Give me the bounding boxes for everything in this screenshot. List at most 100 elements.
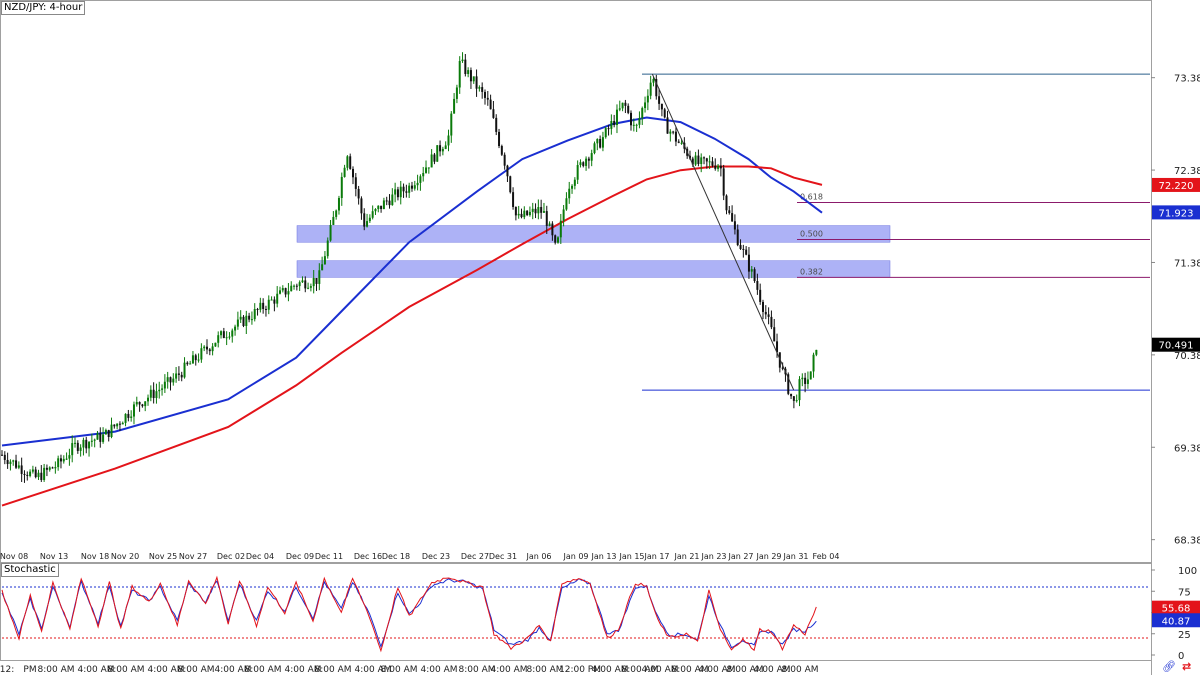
candle-body [506, 165, 509, 177]
candle-body [613, 121, 616, 126]
stochastic-pane [1, 575, 1150, 653]
ma-blue-value-bg [1152, 205, 1200, 220]
candle-body [6, 459, 9, 465]
candle-body [568, 188, 571, 199]
candle-body [222, 331, 225, 338]
candle-body [422, 172, 425, 177]
date-label: Nov 08 [0, 552, 28, 561]
candle-body [680, 142, 683, 144]
stoch-d-value-bg [1152, 613, 1200, 628]
candle-body [37, 472, 40, 478]
candle-body [632, 124, 635, 126]
candle-body [708, 161, 711, 163]
time-label: 8:00 AM [672, 665, 709, 675]
candle-body [500, 146, 503, 155]
candle-body [669, 131, 672, 134]
candle-body [767, 314, 770, 317]
candle-body [750, 269, 753, 272]
candle-body [781, 367, 784, 369]
candle-body [419, 176, 422, 183]
candle-body [624, 102, 627, 106]
scale-link-icon[interactable]: 🔗︎ [1162, 660, 1176, 673]
candle-body [172, 378, 175, 383]
date-label: Dec 23 [422, 552, 450, 561]
ma-blue-value: 71.923 [1159, 208, 1194, 219]
date-label: Jan 09 [562, 552, 588, 561]
time-label: 8:00 AM [622, 665, 659, 675]
candle-body [175, 373, 178, 379]
candle-body [346, 156, 349, 168]
stoch-k-value: 55.68 [1162, 604, 1191, 615]
time-label: PM [23, 665, 36, 675]
candle-body [242, 316, 245, 326]
time-label: 4:00 AM [355, 665, 392, 675]
candle-body [323, 256, 326, 265]
candle-body [279, 290, 282, 294]
candle-body [99, 433, 102, 442]
date-label: Jan 15 [618, 552, 644, 561]
candle-body [621, 102, 624, 109]
candle-body [276, 293, 279, 304]
time-label: 4:00 AM [754, 665, 791, 675]
candle-body [23, 473, 26, 475]
candle-body [62, 458, 65, 462]
candle-body [363, 213, 366, 227]
candle-body [590, 153, 593, 161]
candle-body [489, 99, 492, 110]
candle-body [290, 285, 293, 292]
candle-body [585, 158, 588, 166]
date-label: Feb 04 [813, 552, 840, 561]
trendline[interactable] [651, 73, 795, 391]
candle-body [149, 389, 152, 398]
candle-body [447, 135, 450, 146]
candle-body [301, 280, 304, 283]
candle-body [57, 458, 60, 468]
candle-body [315, 278, 318, 284]
time-label: 4:00 AM [78, 665, 115, 675]
candle-body [248, 315, 251, 320]
time-label: 8:00 AM [459, 665, 496, 675]
price-tick-label: 73.381 [1174, 74, 1200, 85]
candle-body [517, 213, 520, 216]
candle-body [773, 327, 776, 342]
candle-body [649, 82, 652, 96]
time-label: 4:00 AM [699, 665, 736, 675]
candle-body [630, 112, 633, 126]
candle-body [441, 148, 444, 152]
candle-body [672, 131, 675, 133]
candle-body [93, 439, 96, 441]
candle-body [191, 355, 194, 364]
candle-body [113, 424, 116, 427]
candle-body [725, 195, 728, 211]
candle-body [638, 118, 641, 125]
date-label: Nov 20 [111, 552, 139, 561]
candle-body [135, 402, 138, 405]
time-label: 8:00 AM [38, 665, 75, 675]
price-axis[interactable]: 73.381 72.381 71.381 70.381 69.381 68.381 [1151, 74, 1200, 547]
ma-blue-line [1, 116, 823, 447]
candle-body [557, 237, 560, 243]
chart-title: NZD/JPY: 4-hour [1, 1, 86, 15]
candle-body [321, 264, 324, 271]
date-label: Dec 31 [489, 552, 517, 561]
candle-body [132, 404, 135, 417]
time-label: 8:00 AM [782, 665, 819, 675]
time-axis[interactable]: Nov 08 Nov 13 Nov 18 Nov 20 Nov 25 Nov 27 Dec … [0, 552, 839, 675]
candle-body [674, 131, 677, 142]
date-label: Nov 27 [179, 552, 207, 561]
stoch-tick-label: 75 [1178, 587, 1191, 598]
candle-body [220, 331, 223, 336]
fib-label: 0.618 [800, 193, 823, 202]
candle-body [705, 158, 708, 162]
time-label: 8:00 AM [381, 665, 418, 675]
candle-body [804, 377, 807, 384]
candle-body [458, 61, 461, 88]
ma-red-line [1, 165, 823, 507]
candle-body [388, 200, 391, 206]
candle-body [562, 209, 565, 221]
date-label: Dec 09 [286, 552, 314, 561]
collapse-arrows-icon[interactable]: ⇄ [1182, 660, 1192, 673]
candle-body [641, 108, 644, 119]
candle-body [48, 467, 51, 470]
